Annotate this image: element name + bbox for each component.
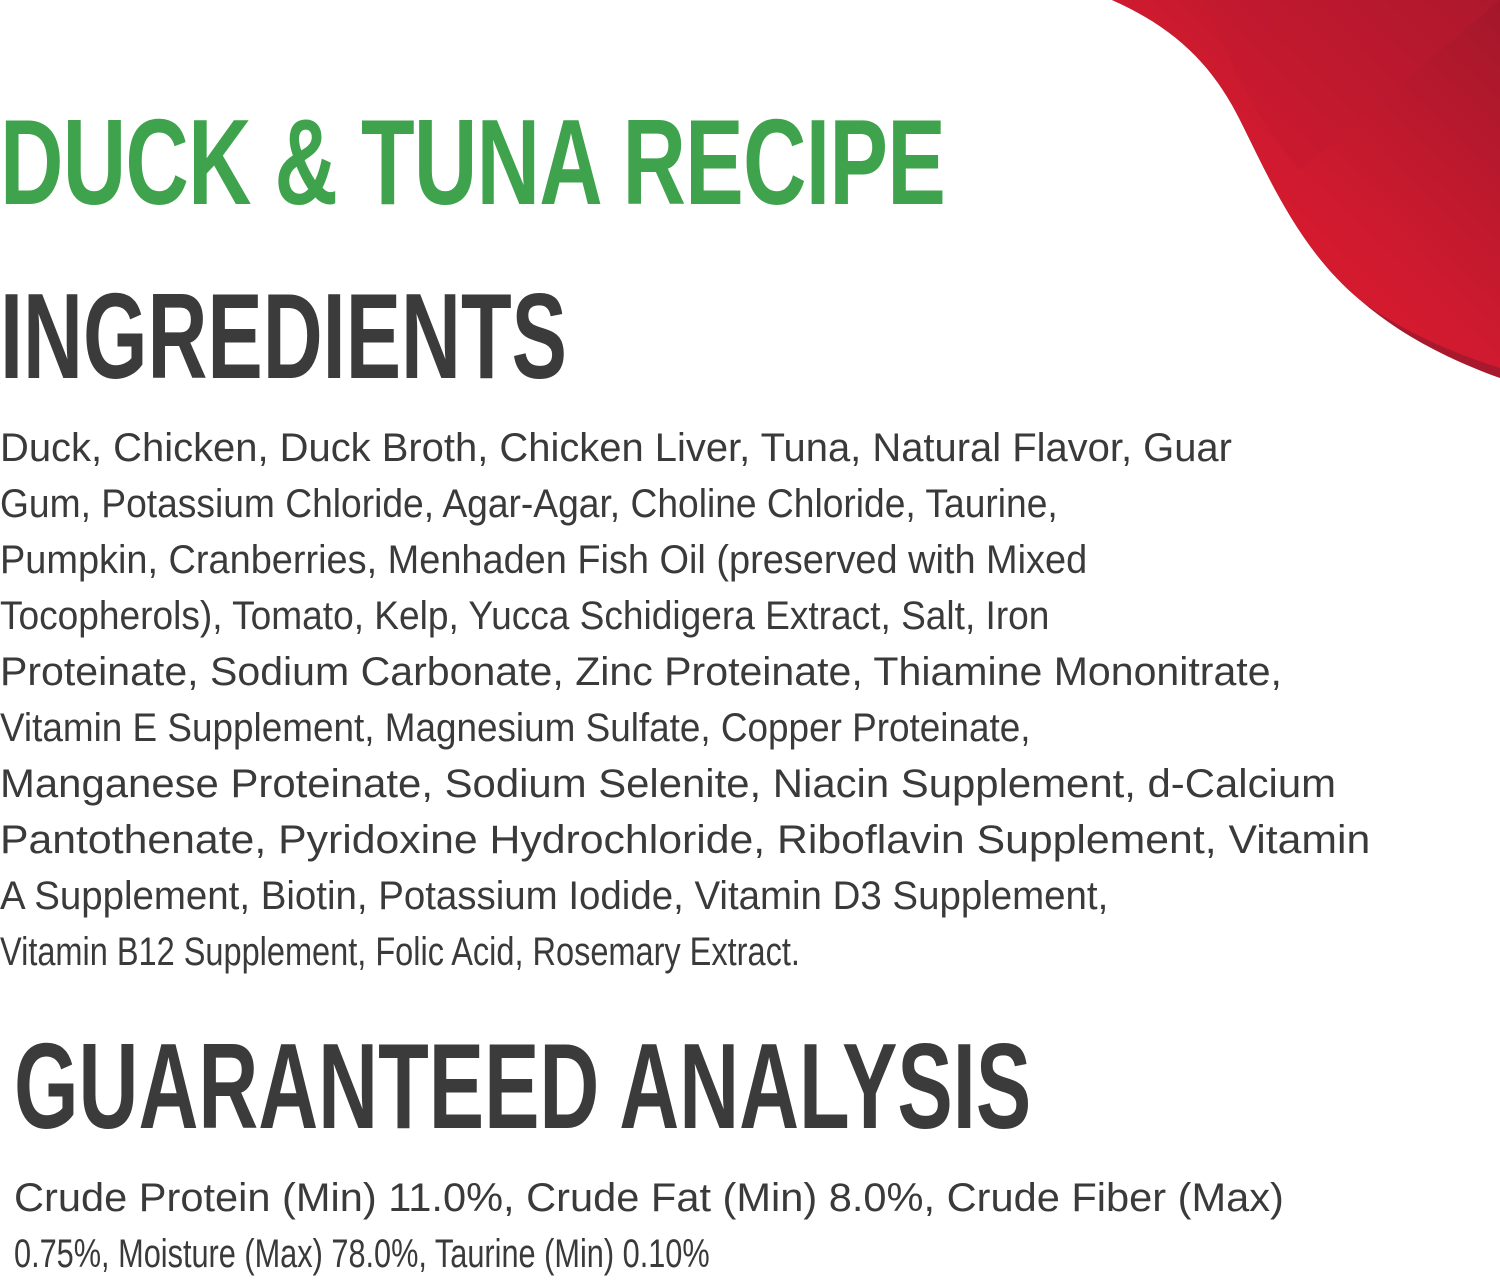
- ingredients-line: A Supplement, Biotin, Potassium Iodide, …: [0, 874, 1109, 918]
- ingredients-line: Duck, Chicken, Duck Broth, Chicken Liver…: [0, 426, 1232, 470]
- analysis-line: Crude Protein (Min) 11.0%, Crude Fat (Mi…: [14, 1176, 1284, 1220]
- ingredients-line: Tocopherols), Tomato, Kelp, Yucca Schidi…: [0, 594, 1050, 638]
- guaranteed-analysis-heading: GUARANTEED ANALYSIS: [14, 1018, 1032, 1154]
- guaranteed-analysis-text: Crude Protein (Min) 11.0%, Crude Fat (Mi…: [14, 1170, 1284, 1282]
- ingredients-line: Pantothenate, Pyridoxine Hydrochloride, …: [0, 818, 1371, 862]
- recipe-title: DUCK & TUNA RECIPE: [0, 94, 946, 230]
- ingredients-line: Gum, Potassium Chloride, Agar-Agar, Chol…: [0, 482, 1058, 526]
- ingredients-list: Duck, Chicken, Duck Broth, Chicken Liver…: [0, 420, 1370, 980]
- ingredients-line: Vitamin E Supplement, Magnesium Sulfate,…: [0, 706, 1031, 750]
- ingredients-line: Vitamin B12 Supplement, Folic Acid, Rose…: [0, 930, 800, 974]
- ingredients-line: Manganese Proteinate, Sodium Selenite, N…: [0, 762, 1336, 806]
- red-swoosh-decoration: [1112, 0, 1500, 378]
- ingredients-heading: INGREDIENTS: [0, 268, 567, 404]
- ingredients-line: Proteinate, Sodium Carbonate, Zinc Prote…: [0, 650, 1282, 694]
- analysis-line: 0.75%, Moisture (Max) 78.0%, Taurine (Mi…: [14, 1232, 710, 1276]
- ingredients-line: Pumpkin, Cranberries, Menhaden Fish Oil …: [0, 538, 1088, 582]
